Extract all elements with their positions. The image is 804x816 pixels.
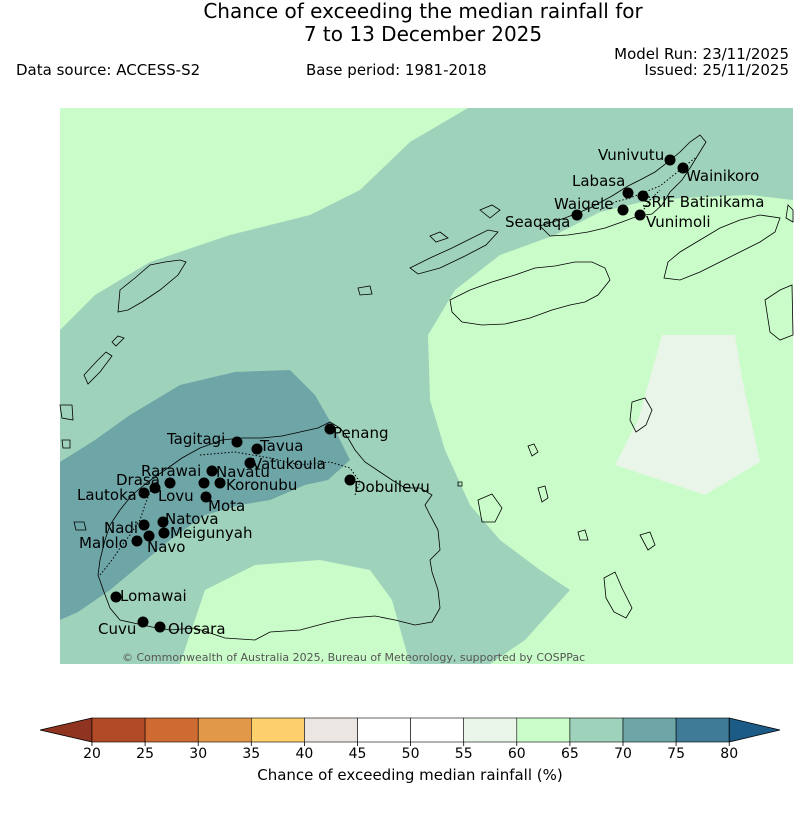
- station-label: Labasa: [572, 172, 625, 190]
- station-marker: [138, 487, 150, 499]
- data-source: Data source: ACCESS-S2: [16, 61, 201, 79]
- station-marker: [154, 621, 166, 633]
- colorbar-segment: [144, 717, 199, 743]
- station-marker: [637, 190, 649, 202]
- probability-map: Vunivutu Wainikoro Labasa Waiqele SRIF Batin…: [59, 108, 794, 664]
- station-label: Olosara: [168, 620, 226, 638]
- colorbar-tick-label: 30: [189, 746, 207, 762]
- station-marker: [231, 436, 243, 448]
- copyright-notice: © Commonwealth of Australia 2025, Bureau…: [122, 651, 585, 664]
- coastlines: [59, 134, 794, 641]
- station-label: Wainikoro: [686, 167, 759, 185]
- zone-65-70: [60, 108, 793, 664]
- colorbar-segment: [463, 717, 518, 743]
- station-label: SRIF Batinikama: [642, 193, 764, 211]
- station-label: Vatukoula: [252, 455, 326, 473]
- station-marker: [206, 465, 218, 477]
- station-marker: [200, 491, 212, 503]
- colorbar-extend-low: [39, 717, 93, 743]
- station-label: Navatu: [216, 463, 270, 481]
- probability-contours: [60, 108, 793, 664]
- colorbar-segment: [357, 717, 411, 743]
- station-label: Mota: [208, 497, 245, 515]
- colorbar-segment: [304, 717, 358, 743]
- station-label: Malolo: [79, 534, 128, 552]
- station-label: Tagitagi: [166, 430, 225, 448]
- station-marker: [143, 530, 155, 542]
- station-label: Natova: [165, 510, 219, 528]
- title-line-2: 7 to 13 December 2025: [303, 22, 543, 46]
- station-label: Tavua: [259, 437, 303, 455]
- station-marker: [344, 474, 356, 486]
- colorbar-segment: [410, 717, 465, 743]
- colorbar-tick-label: 75: [667, 746, 685, 762]
- station-marker: [131, 535, 143, 547]
- station-marker: [617, 204, 629, 216]
- station-marker: [157, 516, 169, 528]
- station-label: Lovu: [158, 487, 194, 505]
- colorbar-tick-label: 45: [349, 746, 367, 762]
- colorbar-segment: [569, 717, 624, 743]
- station-marker: [110, 591, 122, 603]
- colorbar-extend-high: [728, 717, 781, 743]
- colorbar-tick-label: 55: [455, 746, 473, 762]
- station-label: Seaqaqa: [505, 213, 570, 231]
- station-label: Vunivutu: [598, 146, 664, 164]
- base-period: Base period: 1981-2018: [306, 61, 487, 79]
- station-label: Nadi: [104, 519, 138, 537]
- issued-date: Issued: 25/11/2025: [644, 61, 789, 79]
- station-marker: [324, 423, 336, 435]
- station-label: Dobuilevu: [354, 478, 430, 496]
- colorbar-tick-label: 60: [508, 746, 526, 762]
- station-marker: [622, 187, 634, 199]
- station-label: Meigunyah: [170, 524, 252, 542]
- colorbar-segment: [251, 717, 305, 743]
- station-marker: [158, 527, 170, 539]
- colorbar-tick-label: 50: [402, 746, 420, 762]
- colorbar-tick-label: 25: [136, 746, 154, 762]
- title-line-1: Chance of exceeding the median rainfall …: [203, 0, 643, 23]
- station-marker: [164, 477, 176, 489]
- station-label: Rarawai: [141, 462, 201, 480]
- station-marker: [137, 616, 149, 628]
- colorbar-tick-label: 65: [561, 746, 579, 762]
- station-marker: [634, 209, 646, 221]
- colorbar-tick-label: 70: [614, 746, 632, 762]
- station-label: Drasa: [116, 471, 160, 489]
- station-marker: [138, 519, 150, 531]
- station-label: Penang: [333, 424, 388, 442]
- station-marker: [677, 162, 689, 174]
- colorbar-tick-label: 35: [242, 746, 260, 762]
- station-label: Koronubu: [226, 476, 297, 494]
- colorbar-segment: [622, 717, 677, 743]
- station-marker: [251, 443, 263, 455]
- colorbar-tick-label: 20: [83, 746, 101, 762]
- model-run: Model Run: 23/11/2025: [614, 45, 789, 63]
- station-label: Lomawai: [120, 587, 187, 605]
- colorbar-segment: [91, 717, 146, 743]
- station-label: Waiqele: [554, 195, 613, 213]
- station-marker: [214, 477, 226, 489]
- station-label: Lautoka: [77, 486, 137, 504]
- zone-55-60: [615, 335, 760, 495]
- station-marker: [571, 209, 583, 221]
- station-label: Vunimoli: [646, 213, 711, 231]
- station-marker: [149, 482, 161, 494]
- colorbar-segment: [516, 717, 571, 743]
- map-title: Chance of exceeding the median rainfall …: [0, 0, 804, 46]
- colorbar-tick-label: 40: [295, 746, 313, 762]
- colorbar-segment: [197, 717, 252, 743]
- station-marker: [244, 457, 256, 469]
- colorbar-tick-label: 80: [720, 746, 738, 762]
- colorbar-segment: [675, 717, 730, 743]
- station-marker: [198, 477, 210, 489]
- weather-stations: Vunivutu Wainikoro Labasa Waiqele SRIF Batin…: [77, 146, 764, 638]
- colorbar-label: Chance of exceeding median rainfall (%): [257, 766, 563, 784]
- station-marker: [664, 154, 676, 166]
- station-label: Cuvu: [98, 620, 136, 638]
- station-label: Navo: [147, 538, 185, 556]
